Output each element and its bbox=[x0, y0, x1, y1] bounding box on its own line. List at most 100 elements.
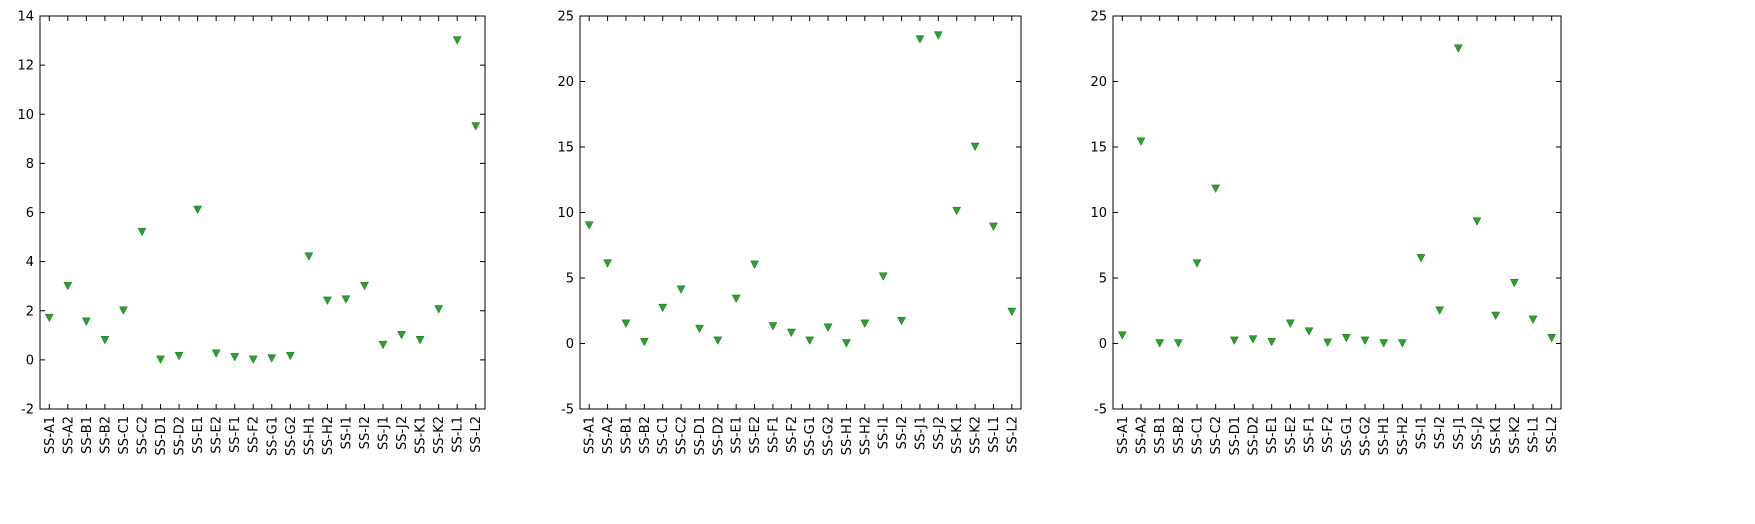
y-tick-label: -5 bbox=[561, 403, 574, 418]
data-point bbox=[658, 303, 668, 313]
y-tick-label: 5 bbox=[566, 272, 574, 287]
x-tick-label: SS-G2 bbox=[284, 416, 299, 456]
x-tick: SS-K1 bbox=[414, 16, 429, 454]
data-point bbox=[639, 337, 649, 347]
x-tick-label: SS-L1 bbox=[451, 416, 466, 453]
x-tick: SS-G2 bbox=[284, 16, 299, 456]
x-tick-label: SS-G1 bbox=[265, 416, 280, 456]
x-tick: SS-G1 bbox=[803, 16, 818, 456]
x-tick-label: SS-H2 bbox=[1396, 416, 1411, 455]
x-tick: SS-D1 bbox=[693, 16, 708, 455]
x-tick-label: SS-H2 bbox=[321, 416, 336, 455]
x-tick-label: SS-K2 bbox=[1508, 416, 1523, 454]
x-tick: SS-D2 bbox=[711, 16, 726, 455]
y-tick: 12 bbox=[17, 59, 485, 74]
x-tick: SS-I1 bbox=[339, 16, 354, 449]
x-tick-label: SS-C2 bbox=[1209, 416, 1224, 455]
x-tick-label: SS-B2 bbox=[638, 416, 653, 454]
x-tick-label: SS-B1 bbox=[1153, 416, 1168, 454]
data-point bbox=[1547, 334, 1557, 343]
data-point bbox=[174, 351, 184, 361]
data-point bbox=[768, 322, 778, 331]
y-tick: 0 bbox=[26, 353, 485, 368]
x-tick-label: SS-D2 bbox=[711, 416, 726, 455]
x-tick: SS-A1 bbox=[43, 16, 58, 454]
x-tick: SS-B2 bbox=[1172, 16, 1187, 454]
data-point bbox=[1007, 307, 1017, 317]
x-tick-label: SS-E2 bbox=[210, 416, 225, 454]
y-tick-label: 6 bbox=[26, 206, 34, 221]
x-tick-label: SS-B2 bbox=[98, 416, 113, 454]
y-tick-label: 14 bbox=[17, 10, 34, 25]
x-tick-label: SS-A2 bbox=[1135, 416, 1150, 454]
data-point bbox=[750, 260, 759, 270]
y-tick: 15 bbox=[1090, 141, 1561, 156]
x-tick-label: SS-C1 bbox=[1191, 416, 1206, 455]
data-point bbox=[193, 205, 203, 215]
x-tick-label: SS-G2 bbox=[822, 416, 837, 456]
data-point bbox=[584, 221, 594, 230]
data-point bbox=[842, 339, 851, 348]
data-point bbox=[137, 227, 147, 237]
data-point bbox=[823, 323, 833, 332]
data-point bbox=[603, 259, 612, 268]
data-point bbox=[1435, 306, 1445, 315]
x-tick-label: SS-J2 bbox=[1471, 416, 1486, 450]
x-tick: SS-J1 bbox=[1452, 16, 1467, 450]
x-tick-label: SS-H1 bbox=[840, 416, 855, 455]
x-tick: SS-F2 bbox=[785, 16, 800, 453]
data-point bbox=[676, 285, 686, 294]
x-tick: SS-F1 bbox=[228, 16, 243, 453]
data-point bbox=[1136, 137, 1146, 146]
data-point bbox=[786, 328, 796, 338]
data-point bbox=[970, 142, 980, 152]
x-tick: SS-F2 bbox=[247, 16, 262, 453]
x-tick: SS-K2 bbox=[432, 16, 447, 454]
x-tick: SS-E1 bbox=[730, 16, 745, 454]
x-tick: SS-D1 bbox=[154, 16, 169, 455]
y-tick: 25 bbox=[557, 10, 1021, 25]
x-tick: SS-C1 bbox=[1191, 16, 1206, 455]
x-tick: SS-H1 bbox=[840, 16, 855, 455]
x-tick: SS-G1 bbox=[1340, 16, 1355, 456]
data-point bbox=[1509, 278, 1519, 288]
x-tick: SS-D1 bbox=[1228, 16, 1243, 455]
data-point bbox=[397, 331, 406, 340]
x-tick: SS-K2 bbox=[1508, 16, 1523, 454]
data-point bbox=[230, 353, 240, 362]
x-tick-label: SS-E1 bbox=[1265, 416, 1280, 454]
y-tick-label: 8 bbox=[26, 157, 34, 172]
x-tick-label: SS-L1 bbox=[987, 416, 1002, 453]
y-tick-label: 25 bbox=[1090, 10, 1107, 25]
y-tick-label: 20 bbox=[557, 75, 574, 90]
x-tick-label: SS-B1 bbox=[80, 416, 95, 454]
x-tick: SS-H1 bbox=[1377, 16, 1392, 455]
x-tick-label: SS-I1 bbox=[339, 416, 354, 449]
subplot-2: -5 0 5 10 15 20 25 SS-A1 SS-A2 SS-B1 SS-B2 SS-C1 SS-… bbox=[557, 10, 1022, 456]
x-tick-label: SS-E2 bbox=[748, 416, 763, 454]
data-point bbox=[63, 281, 73, 291]
x-tick: SS-C1 bbox=[656, 16, 671, 455]
data-point bbox=[1323, 338, 1333, 347]
data-point bbox=[1192, 259, 1202, 268]
x-tick-label: SS-D2 bbox=[1247, 416, 1262, 455]
data-point bbox=[915, 35, 925, 44]
x-tick: SS-B1 bbox=[1153, 16, 1168, 454]
x-tick: SS-F2 bbox=[1321, 16, 1336, 453]
x-tick-label: SS-C2 bbox=[135, 416, 150, 455]
x-tick-label: SS-J1 bbox=[1452, 416, 1467, 450]
x-tick-label: SS-G1 bbox=[1340, 416, 1355, 456]
data-point bbox=[1397, 339, 1407, 348]
x-tick-label: SS-I2 bbox=[358, 416, 373, 449]
data-point bbox=[713, 336, 723, 346]
x-tick: SS-D2 bbox=[1247, 16, 1262, 455]
data-point bbox=[285, 351, 295, 361]
data-point bbox=[267, 354, 277, 363]
data-point bbox=[1229, 336, 1239, 346]
x-tick: SS-K1 bbox=[950, 16, 965, 454]
data-point bbox=[211, 349, 221, 358]
x-tick: SS-A2 bbox=[601, 16, 616, 454]
y-tick: 4 bbox=[26, 255, 485, 270]
y-tick: 0 bbox=[1099, 337, 1561, 352]
data-point bbox=[1491, 311, 1501, 321]
